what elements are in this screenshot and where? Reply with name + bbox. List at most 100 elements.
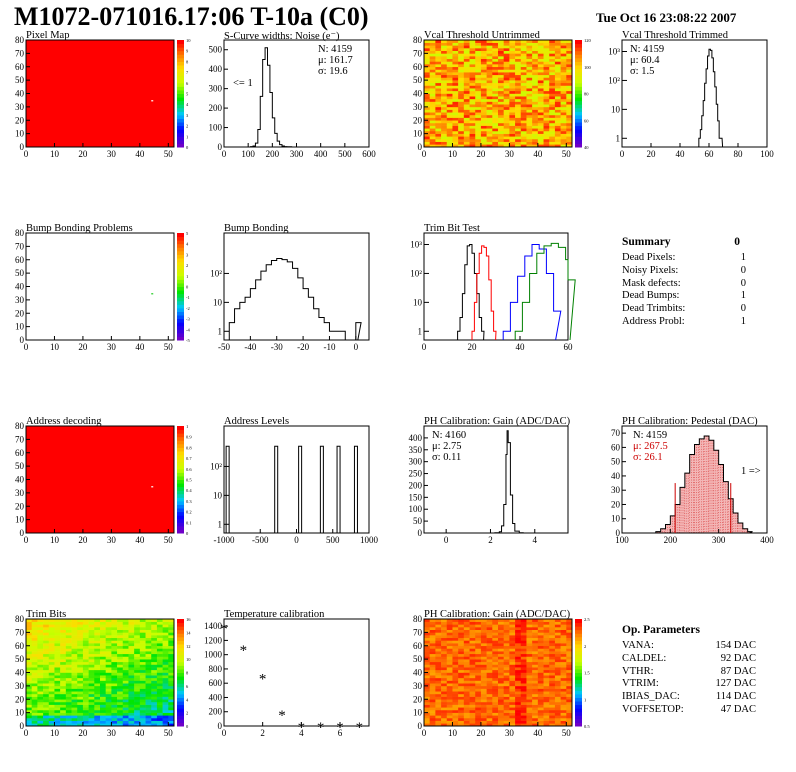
ph_gain_map-cell	[463, 651, 470, 655]
trim_bits-cell	[37, 715, 44, 719]
trim_bits-cell	[117, 637, 124, 641]
ph_gain_map-cell	[520, 648, 527, 652]
ph_gain_map-cell	[424, 672, 430, 676]
pixel_map-palette-cell	[177, 40, 184, 45]
ph_gain_map-cell	[560, 632, 567, 636]
ph_gain_map-cell	[498, 715, 504, 719]
ph_gain_map-cell	[543, 685, 550, 689]
address_decoding-ytick-label: 30	[15, 488, 25, 498]
vcal_untrim-cell	[424, 144, 430, 148]
summary-title: Summary	[622, 236, 671, 248]
vcal_untrim-cell	[486, 128, 493, 132]
vcal_untrim-cell	[526, 93, 533, 97]
trim_bits-cell	[145, 640, 152, 644]
ph_gain_map-cell	[560, 688, 567, 692]
vcal_untrim-cell	[429, 64, 436, 68]
vcal_untrim-cell	[532, 120, 539, 124]
vcal_untrim-cell	[441, 122, 448, 126]
trim_bits-cell	[48, 659, 55, 663]
ph_gain_map-cell	[520, 717, 527, 721]
trim_bits-cell	[54, 707, 61, 711]
trim_bits-cell	[117, 691, 124, 695]
vcal_untrim-cell	[424, 98, 430, 102]
trim_bits-cell	[162, 656, 169, 660]
ph_gain_map-cell	[435, 672, 442, 676]
vcal_untrim-cell	[475, 82, 482, 86]
ph_gain_map-cell	[452, 653, 459, 657]
vcal_untrim-cell	[492, 61, 499, 65]
ph_gain_map-cell	[554, 621, 561, 625]
address_levels-peak	[274, 445, 279, 533]
vcal_untrim-cell	[543, 88, 550, 92]
trim_bits-cell	[128, 624, 135, 628]
vcal_untrim-cell	[463, 56, 470, 60]
vcal_trim-xtick-label: 20	[647, 149, 657, 159]
vcal_untrim-cell	[554, 136, 561, 140]
vcal_untrim-cell	[498, 56, 504, 60]
page-title: M1072-071016.17:06 T-10a (C0)	[14, 2, 369, 31]
vcal_untrim-cell	[498, 106, 504, 110]
ph_gain_map-cell	[537, 683, 544, 687]
ph_pedestal-ytick-label: 50	[611, 457, 621, 467]
trim_bits-cell	[100, 627, 106, 630]
trim_bits-cell	[100, 637, 106, 641]
trim_bits-cell	[105, 645, 112, 649]
temperature-point: *	[317, 720, 325, 736]
vcal_untrim-cell	[452, 101, 459, 105]
trim_bits-cell	[26, 624, 32, 628]
vcal_untrim-cell	[560, 104, 567, 108]
trim_bits-cell	[151, 648, 158, 652]
ph_gain_map-cell	[452, 648, 459, 652]
ph_gain-ytick-label: 150	[409, 492, 423, 502]
trim_bits-cell	[37, 640, 44, 644]
vcal_untrim-cell	[492, 98, 499, 102]
vcal_untrim-cell	[463, 61, 470, 65]
ph_gain_map-cell	[424, 645, 430, 649]
vcal_untrim-cell	[486, 112, 493, 116]
vcal_untrim-cell	[429, 85, 436, 89]
vcal_untrim-cell	[566, 50, 573, 54]
bump_problems-palette-cell	[177, 250, 184, 255]
ph_gain_map-palette-cell	[575, 622, 582, 627]
vcal_untrim-cell	[441, 66, 448, 70]
trim_bits-cell	[31, 661, 38, 665]
trim_bits-cell	[26, 669, 32, 673]
ph_gain_map-cell	[537, 715, 544, 719]
summary-value: 1	[740, 252, 746, 263]
ph_gain_map-cell	[486, 635, 493, 639]
vcal_untrim-cell	[560, 40, 567, 43]
trim_bits-cell	[54, 712, 61, 716]
bump_problems-palette-label: 3	[186, 252, 189, 257]
pixel_map-palette-cell	[177, 129, 184, 134]
trim_bits-cell	[128, 715, 135, 719]
vcal_untrim-cell	[492, 85, 499, 89]
trim_bits-cell	[168, 696, 175, 700]
pixel_map-palette-cell	[177, 89, 184, 94]
ph_gain_map-cell	[492, 659, 499, 663]
ph_gain_map-cell	[526, 648, 533, 652]
trim_bits-cell	[54, 704, 61, 708]
trim_bits-palette-label: 6	[186, 684, 189, 689]
vcal_untrim-cell	[458, 50, 465, 54]
trim_bits-cell	[48, 688, 55, 692]
summary-label: Dead Pixels:	[622, 252, 676, 263]
vcal_untrim-cell	[509, 144, 516, 148]
ph_gain_map-cell	[458, 648, 465, 652]
trim_bits-cell	[122, 701, 129, 705]
vcal_untrim-cell	[560, 66, 567, 70]
ph_gain_map-cell	[554, 672, 561, 676]
ph_gain_map-cell	[498, 667, 504, 671]
trim_bits-cell	[151, 669, 158, 673]
trim_bits-cell	[117, 717, 124, 721]
ph_gain_map-cell	[452, 709, 459, 713]
trim_bits-cell	[88, 624, 95, 628]
ph_gain_map-cell	[446, 648, 453, 652]
trim_bits-cell	[105, 688, 112, 692]
trim_bits-cell	[134, 715, 141, 719]
ph_gain_map-cell	[480, 677, 487, 681]
vcal_untrim-cell	[549, 77, 556, 81]
trim_bits-cell	[151, 683, 158, 687]
ph_gain_map-cell	[463, 723, 470, 727]
vcal_untrim-cell	[469, 56, 476, 60]
trim_bits-cell	[111, 619, 118, 622]
